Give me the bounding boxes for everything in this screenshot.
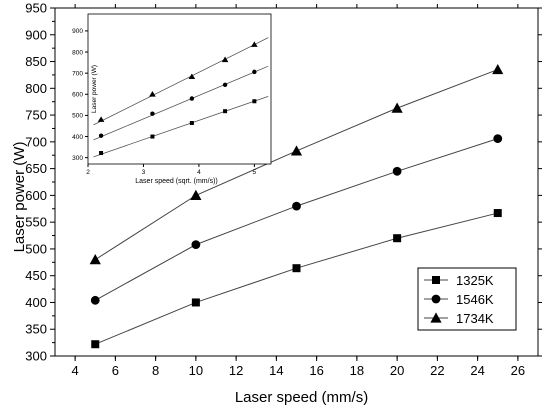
inset-x-tick-label: 3	[142, 169, 146, 176]
data-point-1734K	[391, 102, 403, 113]
y-tick-label: 450	[25, 268, 47, 283]
data-point-1546K	[191, 240, 201, 250]
data-point-1734K	[190, 189, 202, 200]
legend-label: 1546K	[456, 292, 494, 307]
legend-label: 1325K	[456, 273, 494, 288]
inset-data-point-1734K	[97, 116, 105, 122]
inset-fit-line-1546K	[93, 65, 269, 141]
y-tick-label: 950	[25, 1, 47, 16]
inset-data-point-1325K	[150, 134, 155, 139]
x-tick-label: 18	[350, 363, 364, 378]
x-tick-label: 6	[112, 363, 119, 378]
x-tick-label: 10	[189, 363, 203, 378]
x-tick-label: 16	[309, 363, 323, 378]
x-tick-label: 8	[152, 363, 159, 378]
y-axis-label: Laser power (W)	[11, 142, 28, 253]
inset-fit-line-1734K	[93, 37, 269, 126]
inset-y-tick-label: 400	[72, 134, 83, 141]
data-point-1546K	[90, 295, 100, 305]
y-tick-label: 400	[25, 295, 47, 310]
inset-x-tick-label: 4	[197, 169, 201, 176]
inset-y-tick-label: 300	[72, 155, 83, 162]
y-tick-label: 850	[25, 54, 47, 69]
x-tick-label: 12	[229, 363, 243, 378]
x-tick-label: 26	[511, 363, 525, 378]
inset-y-tick-label: 500	[72, 113, 83, 120]
x-tick-label: 24	[470, 363, 484, 378]
inset-data-point-1325K	[189, 121, 194, 126]
inset-plot: 2 3 4 5 300 400 500 600 700 800 900 Laser speed (sq…	[72, 13, 272, 185]
inset-data-point-1734K	[188, 73, 196, 80]
y-tick-label: 650	[25, 161, 47, 176]
data-point-1734K	[89, 254, 101, 265]
data-point-1325K	[393, 234, 402, 243]
inset-x-tick-label: 5	[253, 169, 257, 176]
inset-y-tick-label: 800	[72, 49, 83, 56]
y-tick-label: 550	[25, 215, 47, 230]
inset-y-tick-label: 900	[72, 28, 83, 35]
legend-marker-1546K	[431, 294, 441, 304]
inset-data-point-1546K	[150, 111, 155, 116]
legend-marker-1734K	[430, 312, 442, 323]
x-tick-label: 20	[390, 363, 404, 378]
data-point-1734K	[492, 63, 504, 75]
inset-x-tick-label: 2	[86, 169, 90, 176]
inset-data-point-1734K	[251, 41, 258, 47]
legend-marker-1325K	[432, 276, 440, 284]
inset-data-point-1546K	[189, 96, 195, 101]
y-tick-label: 700	[25, 134, 47, 149]
inset-fit-line-1325K	[93, 96, 269, 158]
data-point-1734K	[290, 145, 303, 156]
y-tick-label: 750	[25, 108, 47, 123]
legend-label: 1734K	[456, 311, 494, 326]
inset-data-point-1325K	[223, 109, 228, 114]
y-tick-label: 600	[25, 188, 47, 203]
inset-y-tick-label: 600	[72, 92, 83, 99]
y-tick-label: 800	[25, 81, 47, 96]
data-point-1325K	[191, 298, 200, 307]
inset-data-point-1325K	[252, 99, 257, 104]
y-tick-label: 350	[25, 322, 47, 337]
x-tick-label: 22	[430, 363, 444, 378]
inset-data-point-1734K	[149, 90, 156, 97]
y-tick-label: 500	[25, 241, 47, 256]
x-tick-label: 4	[72, 363, 79, 378]
data-point-1325K	[493, 209, 502, 218]
x-tick-label: 14	[269, 363, 283, 378]
inset-data-point-1325K	[99, 151, 104, 156]
inset-y-axis-label: Laser power (W)	[91, 65, 98, 113]
legend: 1325K 1546K 1734K	[417, 267, 517, 331]
inset-data-point-1546K	[98, 133, 104, 138]
inset-x-axis-label: Laser speed (sqrt. (mm/s))	[135, 178, 217, 185]
data-point-1546K	[493, 134, 503, 144]
data-point-1546K	[292, 201, 301, 211]
inset-data-point-1546K	[252, 69, 257, 75]
y-tick-label: 900	[25, 27, 47, 42]
inset-data-point-1734K	[221, 56, 229, 63]
inset-y-tick-label: 700	[72, 70, 83, 77]
inset-data-point-1546K	[222, 82, 228, 87]
data-point-1325K	[292, 264, 301, 273]
data-point-1325K	[91, 340, 100, 349]
inset-plot-frame	[87, 13, 272, 165]
y-tick-label: 300	[25, 349, 47, 364]
x-axis-label: Laser speed (mm/s)	[235, 389, 368, 406]
data-point-1546K	[392, 166, 402, 176]
main-plot: 4 6 8 10 12 14 16 18 20 22 24 263003504004505005506…	[11, 1, 542, 406]
